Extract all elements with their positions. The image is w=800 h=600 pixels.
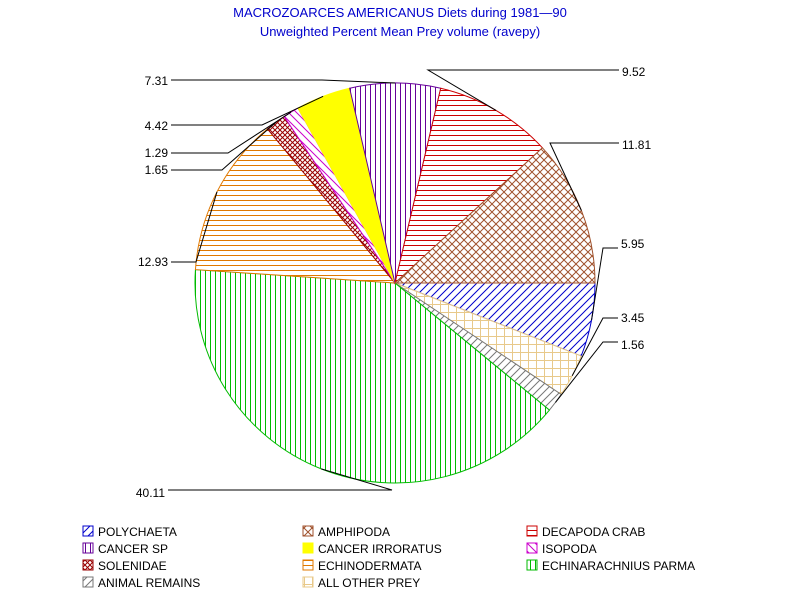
- legend-swatch: [526, 542, 538, 554]
- legend-swatch: [82, 559, 94, 571]
- leader-line-isopoda: [171, 111, 292, 154]
- legend-label: DECAPODA CRAB: [542, 525, 645, 539]
- legend: POLYCHAETA AMPHIPODA DECAPODA CRAB CANCER S…: [82, 525, 695, 590]
- pie-slice-echinodermata: [194, 128, 397, 284]
- legend-item-cancer-sp: CANCER SP: [82, 542, 168, 556]
- leader-line-amphipoda: [549, 142, 619, 211]
- legend-swatch: [82, 576, 94, 588]
- legend-label: SOLENIDAE: [98, 559, 167, 573]
- legend-label: ECHINARACHNIUS PARMA: [542, 559, 695, 573]
- slice-labels-group: 5.95 3.45 1.56 40.11 12.93 1.65 1.29 4.42 7.31 9.…: [136, 65, 652, 500]
- leader-line-all-other-prey: [571, 317, 618, 376]
- leader-line-solenidae: [171, 122, 277, 171]
- legend-label: AMPHIPODA: [318, 525, 390, 539]
- slice-label-cancer-irroratus: 4.42: [145, 119, 169, 133]
- legend-swatch: [302, 525, 314, 537]
- leader-line-polychaeta: [591, 247, 618, 321]
- legend-swatch: [302, 559, 314, 571]
- legend-item-echinodermata: ECHINODERMATA: [302, 559, 422, 573]
- legend-label: ANIMAL REMAINS: [98, 576, 200, 590]
- legend-label: ALL OTHER PREY: [318, 576, 420, 590]
- legend-label: ECHINODERMATA: [318, 559, 422, 573]
- slice-label-amphipoda: 11.81: [622, 138, 651, 152]
- legend-label: POLYCHAETA: [98, 525, 177, 539]
- legend-item-animal-remains: ANIMAL REMAINS: [82, 576, 200, 590]
- legend-swatch: [82, 542, 94, 554]
- slice-label-animal-remains: 1.56: [621, 338, 645, 352]
- legend-label: ISOPODA: [542, 542, 597, 556]
- legend-label: CANCER IRRORATUS: [318, 542, 442, 556]
- legend-item-isopoda: ISOPODA: [526, 542, 597, 556]
- legend-swatch: [302, 542, 314, 554]
- slice-label-isopoda: 1.29: [145, 146, 169, 160]
- legend-swatch: [302, 576, 314, 588]
- legend-item-cancer-irroratus: CANCER IRRORATUS: [302, 542, 442, 556]
- pie-slice-decapoda-crab: [394, 87, 544, 285]
- slice-label-polychaeta: 5.95: [621, 237, 645, 251]
- slice-label-echinodermata: 12.93: [138, 255, 168, 269]
- legend-swatch: [526, 525, 538, 537]
- legend-item-decapoda-crab: DECAPODA CRAB: [526, 525, 645, 539]
- leader-line-cancer-irroratus: [171, 95, 324, 126]
- leader-line-cancer-sp: [171, 79, 396, 84]
- legend-swatch: [82, 525, 94, 537]
- leader-line-echinarachnius-parma: [168, 468, 393, 491]
- leader-line-animal-remains: [555, 341, 618, 403]
- slice-label-decapoda-crab: 9.52: [622, 65, 646, 79]
- leader-line-decapoda-crab: [426, 69, 619, 111]
- legend-swatch: [526, 559, 538, 571]
- leader-line-echinodermata: [171, 191, 218, 263]
- legend-item-echinarachnius-parma: ECHINARACHNIUS PARMA: [526, 559, 695, 573]
- legend-item-amphipoda: AMPHIPODA: [302, 525, 390, 539]
- slices-group: [194, 82, 596, 484]
- slice-label-echinarachnius-parma: 40.11: [136, 486, 165, 500]
- slice-label-cancer-sp: 7.31: [145, 74, 169, 88]
- chart-title: MACROZOARCES AMERICANUS Diets during 198…: [233, 5, 567, 20]
- legend-label: CANCER SP: [98, 542, 168, 556]
- legend-item-all-other-prey: ALL OTHER PREY: [302, 576, 420, 590]
- legend-item-polychaeta: POLYCHAETA: [82, 525, 177, 539]
- legend-item-solenidae: SOLENIDAE: [82, 559, 167, 573]
- chart-subtitle: Unweighted Percent Mean Prey volume (rav…: [260, 24, 540, 39]
- slice-label-all-other-prey: 3.45: [621, 311, 645, 325]
- slice-label-solenidae: 1.65: [145, 163, 169, 177]
